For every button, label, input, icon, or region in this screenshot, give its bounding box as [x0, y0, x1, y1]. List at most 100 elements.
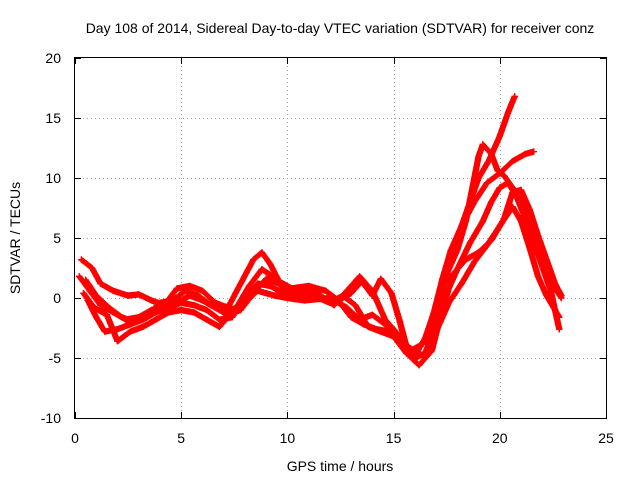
- data-point: [488, 150, 495, 158]
- data-point: [267, 282, 274, 290]
- data-point: [388, 290, 395, 297]
- data-point: [262, 275, 270, 282]
- data-point: [496, 222, 503, 230]
- data-layer: [76, 93, 565, 369]
- data-point: [543, 292, 550, 299]
- y-tick-label: 20: [45, 50, 61, 66]
- data-point: [530, 148, 537, 155]
- data-point: [545, 275, 552, 282]
- data-point: [78, 256, 85, 263]
- data-point: [526, 244, 533, 251]
- data-point: [97, 280, 104, 287]
- data-point: [369, 287, 376, 294]
- x-tick-label: 0: [71, 430, 79, 446]
- data-point: [250, 256, 257, 263]
- data-point: [343, 304, 351, 311]
- data-point: [441, 280, 448, 287]
- data-point: [76, 273, 83, 280]
- data-point: [445, 299, 453, 306]
- data-point: [407, 345, 414, 352]
- data-point: [122, 316, 130, 323]
- y-tick-label: 10: [45, 170, 61, 186]
- data-point: [356, 316, 363, 323]
- data-point: [526, 206, 533, 213]
- data-point: [479, 218, 487, 225]
- data-point: [182, 287, 189, 294]
- data-point: [237, 280, 244, 287]
- data-point: [156, 299, 164, 306]
- data-point: [511, 93, 518, 100]
- data-point: [517, 218, 525, 225]
- data-point: [415, 362, 423, 369]
- data-point: [377, 275, 385, 282]
- data-point: [343, 287, 351, 294]
- data-point: [403, 350, 410, 357]
- data-point: [186, 292, 193, 299]
- data-point: [93, 314, 100, 321]
- data-point: [178, 299, 185, 306]
- series-markers: [76, 179, 563, 369]
- data-point: [443, 270, 450, 278]
- data-point: [449, 270, 457, 278]
- data-point: [110, 309, 117, 316]
- data-point: [509, 184, 516, 191]
- data-point: [101, 328, 108, 335]
- data-point: [381, 321, 389, 328]
- data-point: [339, 292, 346, 299]
- data-point: [322, 287, 329, 294]
- data-point: [199, 287, 206, 294]
- series-markers: [84, 186, 565, 359]
- data-point: [439, 275, 446, 282]
- data-point: [97, 302, 104, 309]
- data-point: [496, 184, 503, 191]
- data-point: [420, 352, 427, 359]
- data-point: [139, 323, 147, 330]
- y-tick-label: -5: [49, 350, 62, 366]
- data-point: [475, 153, 482, 160]
- data-point: [479, 141, 487, 148]
- data-point: [432, 302, 440, 309]
- data-point: [466, 196, 474, 203]
- data-point: [454, 246, 461, 254]
- chart-title: Day 108 of 2014, Sidereal Day-to-day VTE…: [86, 20, 595, 36]
- data-point: [428, 347, 436, 354]
- data-point: [284, 294, 291, 302]
- data-point: [466, 239, 474, 246]
- data-point: [258, 266, 266, 273]
- data-point: [124, 292, 132, 299]
- data-point: [496, 132, 503, 140]
- data-point: [534, 237, 542, 244]
- series-markers: [80, 203, 563, 359]
- data-point: [165, 309, 172, 316]
- data-point: [139, 316, 147, 323]
- data-point: [203, 316, 210, 323]
- data-point: [488, 198, 495, 206]
- data-point: [462, 218, 470, 225]
- data-point: [90, 304, 98, 311]
- data-point: [505, 108, 512, 116]
- data-point: [517, 186, 525, 194]
- data-point: [190, 302, 198, 309]
- data-point: [424, 330, 431, 338]
- data-point: [396, 318, 404, 326]
- x-tick-label: 15: [386, 430, 402, 446]
- data-point: [190, 309, 198, 316]
- data-point: [148, 297, 155, 304]
- data-point: [483, 179, 491, 186]
- data-point: [152, 316, 159, 323]
- data-point: [373, 326, 380, 333]
- data-point: [326, 294, 334, 302]
- data-point: [356, 273, 363, 280]
- data-point: [352, 302, 359, 309]
- data-point: [245, 282, 253, 290]
- data-point: [267, 261, 274, 268]
- data-point: [258, 249, 266, 256]
- data-point: [216, 316, 223, 323]
- data-point: [369, 311, 376, 318]
- data-point: [394, 335, 402, 342]
- data-point: [275, 280, 283, 287]
- data-point: [152, 309, 159, 316]
- data-point: [110, 287, 117, 294]
